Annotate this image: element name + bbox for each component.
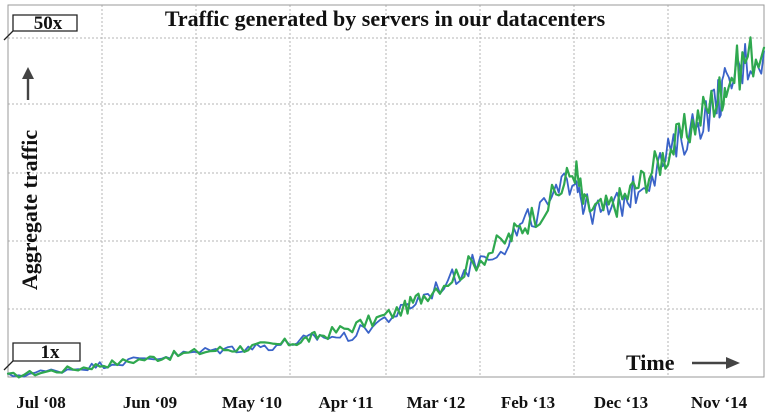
x-tick-label: May ‘10 <box>222 393 282 412</box>
x-tick-label: Jun ‘09 <box>123 393 177 412</box>
chart-title: Traffic generated by servers in our data… <box>165 6 606 31</box>
x-tick-label: Jul ‘08 <box>16 393 66 412</box>
x-tick-label: Apr ‘11 <box>319 393 374 412</box>
series-lines <box>6 36 766 379</box>
x-axis-arrow <box>692 357 740 369</box>
x-tick-labels: Jul ‘08 Jun ‘09 May ‘10 Apr ‘11 Mar ‘12 Feb ‘… <box>16 393 747 412</box>
series-line-green <box>6 36 766 379</box>
x-tick-label: Dec ‘13 <box>594 393 648 412</box>
y-axis-arrow <box>22 67 34 100</box>
y-marker-bottom: 1x <box>3 342 81 371</box>
y-marker-top-label: 50x <box>34 13 63 34</box>
y-marker-top: 50x <box>3 13 78 41</box>
x-tick-label: Mar ‘12 <box>407 393 466 412</box>
y-axis-label: Aggregate traffic <box>17 130 42 290</box>
y-marker-bottom-label: 1x <box>41 342 61 363</box>
x-axis-label: Time <box>626 350 675 375</box>
plot-frame <box>7 4 765 378</box>
x-tick-label: Feb ‘13 <box>501 393 555 412</box>
x-tick-label: Nov ‘14 <box>691 393 748 412</box>
grid-lines <box>7 5 765 377</box>
